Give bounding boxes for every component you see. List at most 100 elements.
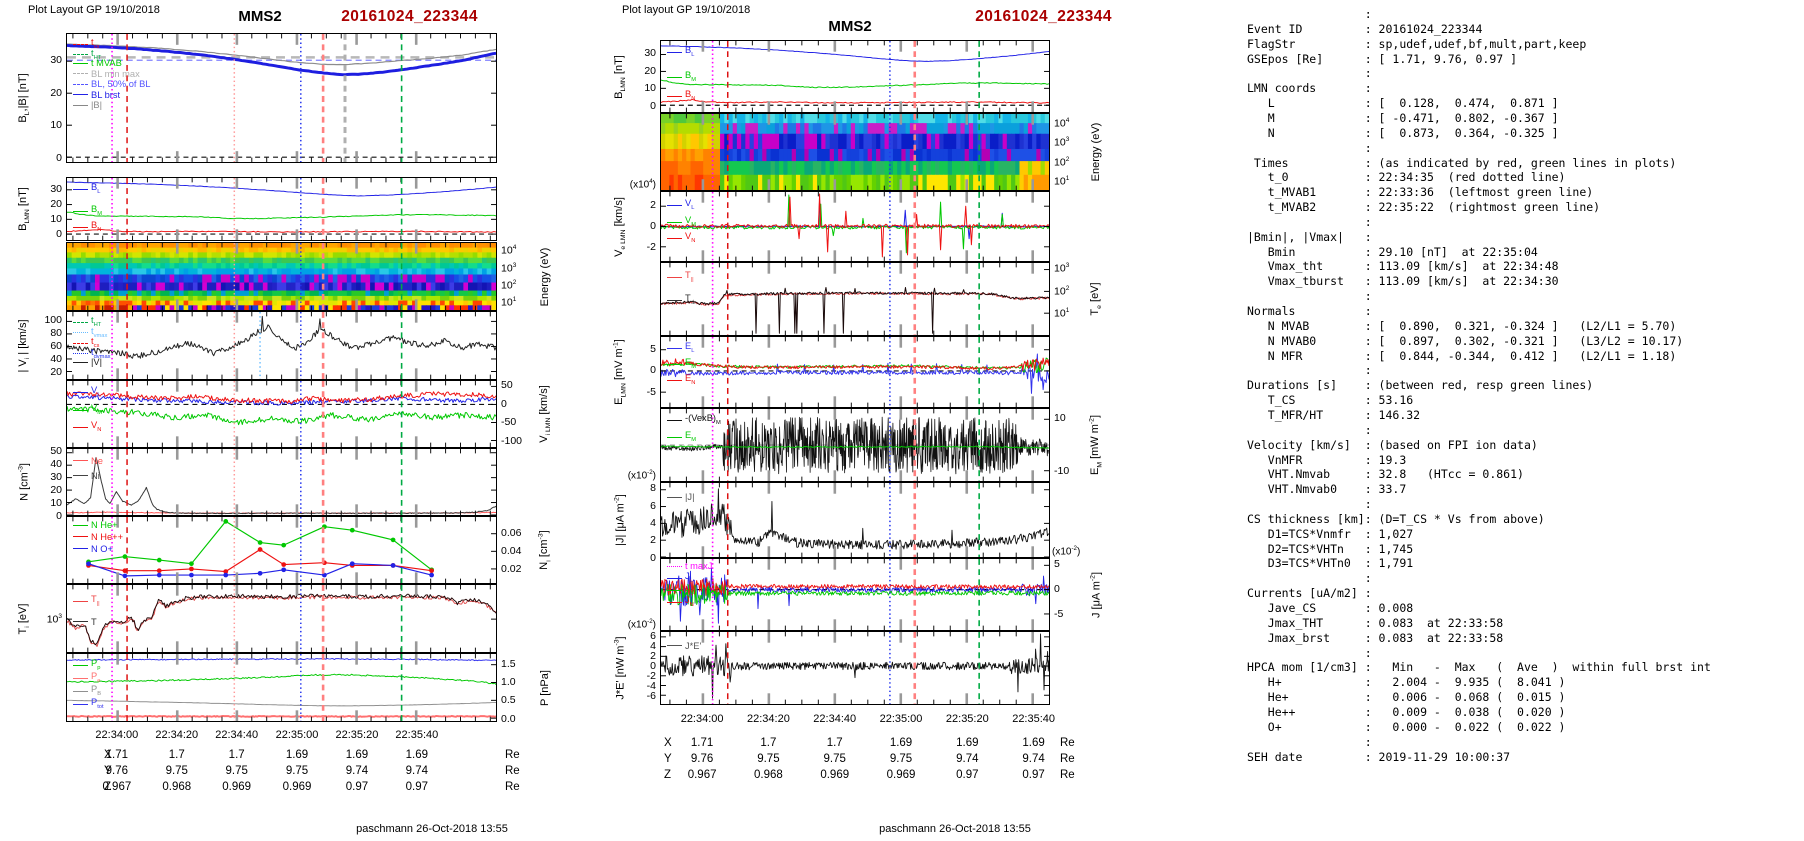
legend-label: VM (91, 403, 102, 417)
legend-swatch (73, 104, 88, 106)
legend-swatch (73, 704, 88, 706)
legend-label: BL (91, 181, 101, 195)
panel-middle-vexb: -(VexB)M EM (660, 408, 1050, 482)
ephemeris-value: 0.968 (162, 781, 192, 793)
info-line: VHT.Nmvab : 32.8 (HTcc = 0.861) (1247, 467, 1524, 482)
plot-area-e-spectrogram (661, 114, 1049, 190)
ephemeris-unit: Re (505, 765, 520, 777)
y-tick-label: 20 (644, 64, 656, 77)
ephemeris-value: 1.69 (345, 749, 369, 761)
ephemeris-row-label: Y (104, 765, 112, 777)
legend-swatch (73, 321, 88, 323)
legend-label: VN (685, 231, 696, 244)
info-line: VnMFR : 19.3 (1247, 452, 1407, 467)
legend-label: VN (91, 420, 102, 434)
info-line: Jave_CS : 0.008 (1247, 601, 1414, 615)
y-tick-label: 0 (650, 551, 656, 564)
legend-label: BL (685, 45, 695, 59)
y-tick-label: 0 (56, 151, 62, 164)
info-line: Velocity [km/s] : (based on FPI ion data… (1247, 437, 1538, 452)
y-tick-label: 0 (650, 99, 656, 112)
time-tick-label: 22:35:40 (1012, 713, 1056, 725)
panel-left-pressure: Pp Pe PB Ptot (66, 653, 497, 722)
info-line: : (1247, 66, 1372, 81)
legend-swatch (667, 299, 682, 301)
legend-swatch (73, 62, 88, 64)
panel-left-n-minor-ions: N He+ N He++ N O+ (66, 516, 497, 584)
legend-item: EL (667, 341, 694, 356)
legend-label: T⊥ (685, 292, 696, 306)
legend-item: -(VexB)M (667, 413, 721, 428)
ephemeris-value: 1.7 (168, 749, 185, 761)
panel-left-n-density: Ne Ni (66, 448, 497, 516)
y-tick-label: 30 (50, 54, 62, 67)
y-tick-label: 30 (644, 47, 656, 60)
legend-label: JL (685, 571, 693, 585)
info-line: H+ : 2.004 - 9.935 ( 8.041 ) (1247, 675, 1566, 690)
ephemeris-row-label: X (104, 749, 112, 761)
panel-left-bl-abs: tcs tHT t MVAB BL min max BL, 50% of BL BL br… (66, 33, 497, 163)
info-line: D1=TCS*Vnmfr : 1,027 (1247, 526, 1414, 541)
legend-swatch (667, 419, 682, 421)
header-left-layout-note: Plot Layout GP 19/10/2018 (28, 4, 160, 16)
legend-swatch (73, 678, 88, 680)
legend-item: BN (73, 220, 101, 235)
right-tick-label: 0.5 (501, 694, 516, 707)
legend-item: BL, 50% of BL (73, 79, 150, 89)
legend-swatch (73, 54, 88, 56)
ephemeris-value: 9.75 (757, 753, 780, 765)
y-tick-label: 103 (46, 612, 62, 626)
header-left-spacecraft: MMS2 (238, 8, 282, 25)
plot-area-ve-lmn (661, 192, 1049, 261)
right-tick-label: 0 (1054, 583, 1060, 595)
y-tick-label: 20 (50, 483, 62, 496)
legend-swatch (73, 73, 88, 74)
ephemeris-value: 0.97 (1022, 769, 1045, 781)
legend-item: BL (667, 45, 694, 60)
legend-item: VL (73, 385, 100, 400)
plot-area-jdote (661, 632, 1049, 704)
legend-label: VL (685, 197, 695, 211)
ephemeris-value: 9.76 (105, 765, 129, 777)
info-line: N MVAB0 : [ 0.897, 0.302, -0.321 ] (L3/L… (1247, 333, 1684, 348)
time-tick-label: 22:35:20 (945, 713, 989, 725)
legend-label: T (91, 616, 97, 627)
y-tick-label: 10 (644, 82, 656, 95)
legend-item: VM (667, 215, 696, 230)
ephemeris-value: 1.71 (690, 737, 714, 749)
y-tick-label: 40 (50, 458, 62, 471)
plot-area-te (661, 263, 1049, 335)
legend-label: JN (685, 594, 694, 608)
y-tick-label: 0 (56, 228, 62, 241)
ephemeris-row-label: X (664, 737, 672, 749)
right-tick-label: 102 (1054, 284, 1070, 298)
legend-label: Pe (91, 671, 101, 685)
plot-area-bl-abs (67, 34, 496, 162)
legend-item: tHT (73, 315, 101, 330)
ephemeris-value: 0.967 (102, 781, 132, 793)
ephemeris-value: 0.968 (754, 769, 783, 781)
ephemeris-value: 9.75 (285, 765, 309, 777)
y-tick-label: 6 (650, 629, 656, 642)
panel-middle-j-lmn: t maxJ JL JM JN (660, 558, 1050, 631)
legend-item: tdvmax (73, 347, 111, 362)
info-line: t_MVAB1 : 22:33:36 (leftmost green line) (1247, 185, 1594, 200)
legend-item: Pe (73, 671, 100, 686)
y-tick-label: 0 (650, 364, 656, 377)
info-line: T_CS : 53.16 (1247, 393, 1414, 408)
legend-swatch (667, 436, 682, 438)
legend-label: |V| (91, 357, 103, 367)
plot-area-e-lmn (661, 337, 1049, 407)
scale-note-j-lmn: (x10-2) (1052, 545, 1081, 558)
y-tick-label: 2 (650, 649, 656, 662)
legend-label: VM (685, 214, 696, 228)
y-tick-label: 4 (650, 516, 656, 529)
y-tick-label: 50 (50, 445, 62, 458)
y-tick-label: -2 (646, 240, 656, 253)
legend-swatch (73, 691, 88, 693)
ephemeris-value: 9.75 (225, 765, 248, 777)
header-middle-event-id: 20161024_223344 (975, 8, 1112, 25)
ephemeris-row-label: Y (664, 753, 672, 765)
y-tick-label: 2 (650, 199, 656, 212)
